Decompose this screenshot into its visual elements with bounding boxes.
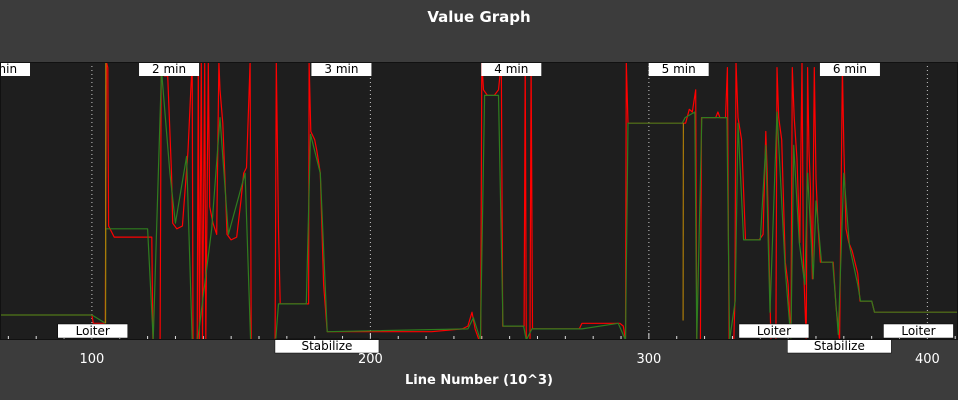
x-axis-label: Line Number (10^3)	[405, 373, 553, 388]
time-marker-box	[311, 62, 372, 76]
time-marker-label: 4 min	[494, 62, 528, 76]
time-marker-label: 3 min	[324, 62, 358, 76]
time-marker-box	[481, 62, 542, 76]
series-line	[0, 69, 958, 340]
x-tick-label: 200	[358, 352, 383, 367]
mode-marker-box	[738, 323, 810, 339]
mode-marker-label: Stabilize	[301, 339, 352, 353]
x-tick-label: 400	[915, 352, 940, 367]
x-tick-label: 100	[79, 352, 104, 367]
mode-marker-label: Loiter	[76, 324, 110, 338]
mode-marker-label: Loiter	[901, 324, 935, 338]
series-line	[0, 62, 958, 340]
time-marker-label: 1 min	[0, 62, 17, 76]
mode-marker-box	[57, 323, 128, 339]
chart-title: Value Graph	[427, 8, 531, 26]
plot-layer: 1 min 2 min 3 min 4 min 5 min 6 min Loiter Loit…	[0, 62, 958, 340]
time-marker-label: 2 min	[152, 62, 186, 76]
mode-marker-label: Stabilize	[814, 339, 865, 353]
time-marker-label: 5 min	[662, 62, 696, 76]
time-marker-box	[819, 62, 880, 76]
time-marker-label: 6 min	[833, 62, 867, 76]
time-marker-box	[139, 62, 200, 76]
time-marker-box	[648, 62, 709, 76]
mode-marker-box	[883, 323, 954, 339]
time-marker-box	[0, 62, 30, 76]
mode-marker-label: Loiter	[757, 324, 791, 338]
x-tick-label: 300	[636, 352, 661, 367]
